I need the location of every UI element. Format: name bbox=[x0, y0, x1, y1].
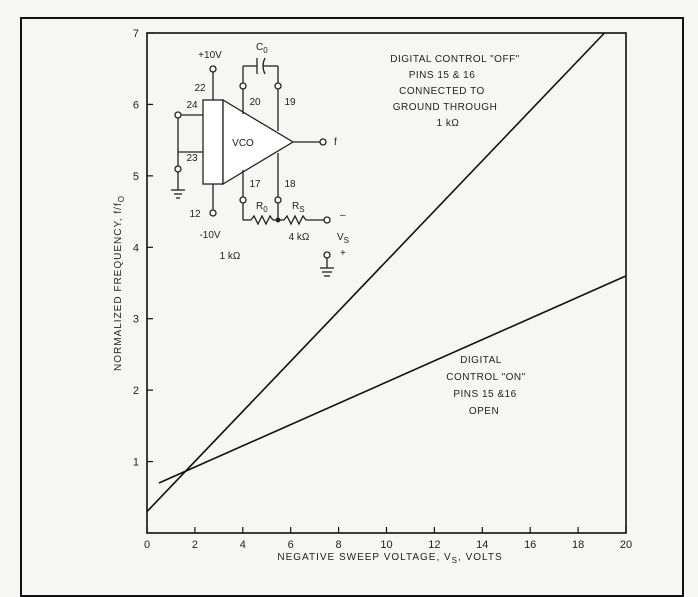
vco-circuit-diagram bbox=[171, 57, 334, 277]
annotation-off-line-4: GROUND THROUGH bbox=[393, 102, 498, 113]
x-axis-label: NEGATIVE SWEEP VOLTAGE, VS, VOLTS bbox=[277, 552, 502, 565]
annotation-off-line-3: CONNECTED TO bbox=[399, 86, 485, 97]
y-tick-label: 4 bbox=[133, 242, 139, 254]
y-tick-label: 2 bbox=[133, 385, 139, 397]
x-tick-label: 16 bbox=[524, 539, 536, 551]
pin-23-label: 23 bbox=[186, 153, 198, 164]
vco-label: VCO bbox=[232, 138, 254, 149]
annotation-off: DIGITAL CONTROL "OFF" PINS 15 & 16 CONNE… bbox=[390, 54, 519, 129]
cap-label: C0 bbox=[256, 42, 268, 55]
x-tick-label: 12 bbox=[428, 539, 440, 551]
rs-value: 4 kΩ bbox=[289, 232, 310, 243]
pin-18-label: 18 bbox=[284, 179, 296, 190]
vs-label: VS bbox=[337, 232, 349, 245]
vs-plus-sign: + bbox=[340, 248, 346, 259]
x-tick-label: 18 bbox=[572, 539, 584, 551]
annotation-on: DIGITAL CONTROL "ON" PINS 15 &16 OPEN bbox=[446, 355, 525, 417]
pin-19-label: 19 bbox=[284, 97, 296, 108]
x-tick-label: 20 bbox=[620, 539, 632, 551]
y-tick-label: 7 bbox=[133, 28, 139, 40]
output-label: f bbox=[334, 137, 337, 148]
annotation-on-line-4: OPEN bbox=[469, 406, 499, 417]
r0-label: R0 bbox=[256, 201, 268, 214]
x-tick-label: 2 bbox=[192, 539, 198, 551]
annotation-on-line-1: DIGITAL bbox=[460, 355, 502, 366]
vco-chip-body bbox=[202, 99, 224, 185]
pin-17-label: 17 bbox=[249, 179, 261, 190]
vco-amplifier-symbol bbox=[222, 98, 295, 186]
y-tick-label: 1 bbox=[133, 457, 139, 469]
annotation-off-line-5: 1 kΩ bbox=[437, 118, 460, 129]
annotation-on-line-3: PINS 15 &16 bbox=[453, 389, 516, 400]
series-line-1 bbox=[146, 32, 606, 513]
x-tick-label: 6 bbox=[288, 539, 294, 551]
annotation-off-line-1: DIGITAL CONTROL "OFF" bbox=[390, 54, 519, 65]
y-axis-label: NORMALIZED FREQUENCY, f/fO bbox=[113, 195, 126, 371]
x-tick-label: 4 bbox=[240, 539, 246, 551]
minus-supply-label: -10V bbox=[199, 230, 220, 241]
circuit-labels: +10V 22 24 23 12 -10V 1 kΩ 20 19 17 18 V… bbox=[186, 42, 349, 262]
series-line-2 bbox=[158, 275, 627, 484]
vs-minus-sign: – bbox=[340, 210, 346, 221]
annotation-on-line-2: CONTROL "ON" bbox=[446, 372, 525, 383]
plus-supply-label: +10V bbox=[198, 50, 222, 61]
x-tick-label: 0 bbox=[144, 539, 150, 551]
series-lines bbox=[146, 32, 627, 513]
y-tick-label: 6 bbox=[133, 99, 139, 111]
x-tick-label: 14 bbox=[476, 539, 488, 551]
x-tick-label: 10 bbox=[380, 539, 392, 551]
annotation-off-line-2: PINS 15 & 16 bbox=[409, 70, 476, 81]
pin-12-label: 12 bbox=[189, 209, 201, 220]
rs-label: RS bbox=[292, 201, 305, 214]
pin-20-label: 20 bbox=[249, 97, 261, 108]
pin-22-label: 22 bbox=[194, 83, 206, 94]
y-tick-label: 5 bbox=[133, 171, 139, 183]
r-ground-value: 1 kΩ bbox=[220, 251, 241, 262]
resistor-rs bbox=[283, 214, 307, 226]
resistor-r0 bbox=[250, 214, 274, 226]
pin-24-label: 24 bbox=[186, 100, 198, 111]
x-tick-label: 8 bbox=[336, 539, 342, 551]
y-tick-label: 3 bbox=[133, 314, 139, 326]
